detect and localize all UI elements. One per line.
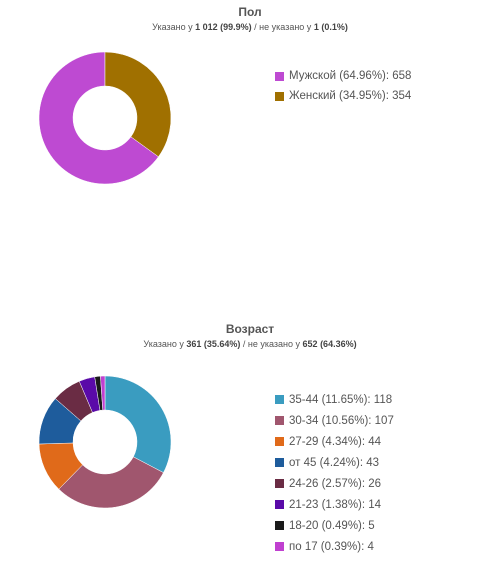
age-legend-label: 30-34 (10.56%): 107	[289, 414, 394, 427]
age-subtitle-middle: / не указано у	[240, 339, 303, 349]
gender-chart-title: Пол	[238, 5, 262, 19]
age-legend-swatch	[275, 458, 284, 467]
age-legend-item: 21-23 (1.38%): 14	[275, 494, 394, 515]
age-legend-item: от 45 (4.24%): 43	[275, 452, 394, 473]
age-chart-block: Возраст Указано у 361 (35.64%) / не указ…	[0, 322, 500, 570]
age-chart-title: Возраст	[225, 322, 275, 336]
age-slice-1	[58, 456, 164, 509]
age-legend-item: 35-44 (11.65%): 118	[275, 389, 394, 410]
age-specified-count: 361 (35.64%)	[186, 339, 241, 349]
age-legend-label: 27-29 (4.34%): 44	[289, 435, 382, 448]
gender-legend-item: Женский (34.95%): 354	[275, 86, 411, 106]
age-legend-swatch	[275, 500, 284, 509]
gender-legend-label: Мужской (64.96%): 658	[289, 70, 412, 82]
age-legend-swatch	[275, 416, 284, 425]
gender-slice-1	[104, 51, 172, 158]
age-legend-label: по 17 (0.39%): 4	[289, 540, 374, 553]
age-legend-label: 21-23 (1.38%): 14	[289, 498, 382, 511]
age-legend-swatch	[275, 395, 284, 404]
age-legend-label: от 45 (4.24%): 43	[289, 456, 380, 469]
gender-chart-block: Пол Указано у 1 012 (99.9%) / не указано…	[0, 0, 500, 250]
gender-subtitle-middle: / не указано у	[251, 22, 314, 32]
gender-subtitle-prefix: Указано у	[152, 22, 196, 32]
gender-legend-swatch	[275, 91, 284, 101]
gender-chart-subtitle: Указано у 1 012 (99.9%) / не указано у 1…	[0, 22, 500, 33]
gender-legend-swatch	[275, 71, 284, 81]
age-legend-swatch	[275, 479, 284, 488]
age-legend-swatch	[275, 542, 284, 551]
age-legend-swatch	[275, 521, 284, 530]
age-unspecified-count: 652 (64.36%)	[302, 339, 357, 349]
age-legend-label: 35-44 (11.65%): 118	[289, 393, 393, 406]
age-legend: 35-44 (11.65%): 118 30-34 (10.56%): 107 27…	[275, 389, 394, 557]
age-legend-swatch	[275, 437, 284, 446]
gender-legend-label: Женский (34.95%): 354	[289, 90, 412, 102]
age-legend-item: 24-26 (2.57%): 26	[275, 473, 394, 494]
gender-unspecified-count: 1 (0.1%)	[313, 22, 348, 32]
age-legend-label: 18-20 (0.49%): 5	[289, 519, 375, 532]
age-legend-item: 18-20 (0.49%): 5	[275, 515, 394, 536]
age-slice-7	[100, 375, 106, 411]
gender-legend: Мужской (64.96%): 658 Женский (34.95%): 3…	[275, 66, 411, 106]
gender-slice-0	[38, 51, 159, 185]
age-legend-item: 30-34 (10.56%): 107	[275, 410, 394, 431]
gender-specified-count: 1 012 (99.9%)	[195, 22, 252, 32]
age-legend-item: по 17 (0.39%): 4	[275, 536, 394, 557]
age-legend-item: 27-29 (4.34%): 44	[275, 431, 394, 452]
gender-legend-item: Мужской (64.96%): 658	[275, 66, 411, 86]
age-donut-chart	[38, 375, 172, 509]
age-legend-label: 24-26 (2.57%): 26	[289, 477, 382, 490]
gender-donut-chart	[38, 51, 172, 185]
age-chart-subtitle: Указано у 361 (35.64%) / не указано у 65…	[0, 339, 500, 350]
age-subtitle-prefix: Указано у	[143, 339, 187, 349]
age-slice-0	[104, 375, 172, 473]
